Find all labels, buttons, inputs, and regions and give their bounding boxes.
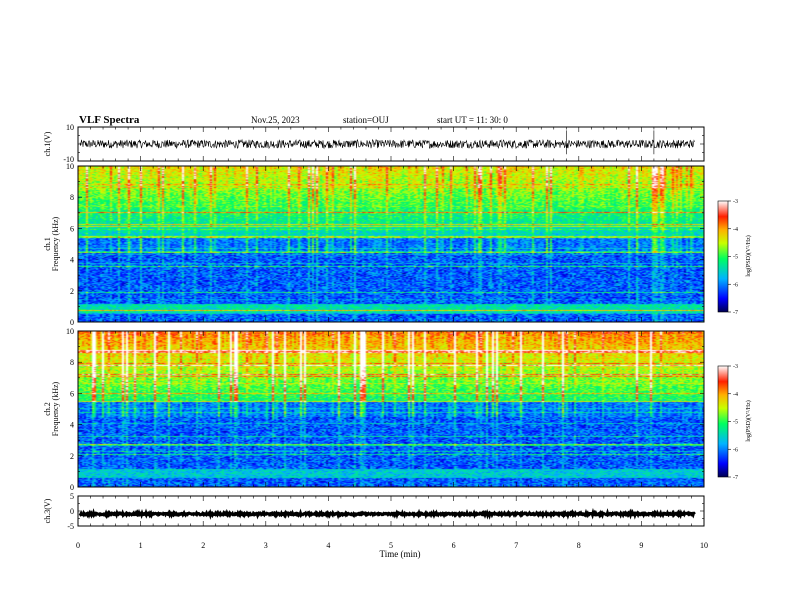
station-label: station=OUJ (343, 115, 389, 125)
ch2-spectrogram-ylabel-line1: ch.2 (43, 402, 52, 416)
ch3-waveform-panel: 5 0 -5 ch.3(V) (43, 492, 705, 531)
figure-title: VLF Spectra (79, 114, 140, 126)
ch2-colorbar-ticks: -3 -4 -5 -6 -7 (728, 364, 738, 481)
colorbar-tick-label: -3 (733, 199, 738, 205)
y-tick-label: 6 (70, 389, 74, 398)
x-tick-label: 2 (201, 541, 205, 550)
ch3-waveform-line (78, 507, 696, 520)
y-tick-label: 2 (70, 452, 74, 461)
y-tick-label: 0 (70, 318, 74, 327)
ch1-colorbar-label: log(PSD)(V²/Hz) (745, 235, 752, 276)
colorbar-tick-label: -4 (733, 392, 738, 398)
ch3-ytick-top: 5 (70, 492, 74, 501)
x-tick-label: 4 (326, 541, 330, 550)
x-axis-label: Time (min) (380, 549, 421, 559)
ch1-colorbar-ticks: -3 -4 -5 -6 -7 (728, 199, 738, 316)
y-tick-label: 10 (66, 327, 74, 336)
colorbar-tick-label: -3 (733, 364, 738, 370)
ch1-ytick-bottom: -10 (63, 155, 74, 164)
ch1-ytick-top: 10 (66, 123, 74, 132)
colorbar-tick-label: -7 (733, 475, 738, 481)
colorbar-tick-label: -5 (733, 255, 738, 261)
ch1-spectrogram-image (78, 166, 704, 322)
ch2-spectrogram-ylabel-line2: Frequency (kHz) (51, 381, 60, 436)
colorbar-tick-label: -4 (733, 227, 738, 233)
colorbar-tick-label: -7 (733, 310, 738, 316)
x-tick-labels: 0 1 2 3 4 5 6 7 8 9 10 (76, 541, 708, 550)
ch1-waveform-ticks (77, 126, 705, 162)
x-tick-label: 5 (389, 541, 393, 550)
ch3-ylabel: ch.3(V) (43, 498, 52, 523)
x-tick-label: 10 (700, 541, 708, 550)
ch3-ytick-mid: 0 (70, 507, 74, 516)
ch1-waveform-panel: 10 -10 ch.1(V) (43, 123, 705, 164)
ch2-spectrogram-image (78, 331, 704, 487)
colorbar-tick-label: -6 (733, 282, 738, 288)
ch1-spectrogram-ticks (77, 165, 705, 323)
x-tick-label: 3 (264, 541, 268, 550)
ch1-spectrogram-ylabel-line1: ch.1 (43, 237, 52, 251)
y-tick-label: 0 (70, 483, 74, 492)
ch1-spectrogram-yticks: 0 2 4 6 8 10 (66, 162, 74, 327)
ch1-waveform-line (79, 130, 695, 155)
colorbar-tick-label: -6 (733, 447, 738, 453)
x-tick-label: 7 (514, 541, 518, 550)
y-tick-label: 6 (70, 224, 74, 233)
ch3-waveform-ticks (77, 495, 705, 527)
start-ut-label: start UT = 11: 30: 0 (437, 115, 508, 125)
ch2-colorbar-label: log(PSD)(V²/Hz) (745, 400, 752, 441)
x-tick-label: 8 (577, 541, 581, 550)
date-label: Nov.25, 2023 (251, 115, 300, 125)
colorbar-tick-label: -5 (733, 420, 738, 426)
y-tick-label: 8 (70, 193, 74, 202)
y-tick-label: 8 (70, 358, 74, 367)
y-tick-label: 4 (70, 421, 74, 430)
ch1-ylabel: ch.1(V) (43, 131, 52, 156)
x-tick-label: 1 (139, 541, 143, 550)
ch1-colorbar (717, 200, 729, 313)
ch2-colorbar (717, 365, 729, 478)
y-tick-label: 4 (70, 256, 74, 265)
ch1-spectrogram-ylabel-line2: Frequency (kHz) (51, 216, 60, 271)
x-tick-label: 9 (639, 541, 643, 550)
y-tick-label: 2 (70, 287, 74, 296)
ch3-ytick-bottom: -5 (67, 522, 74, 531)
y-tick-label: 10 (66, 162, 74, 171)
ch2-spectrogram-yticks: 0 2 4 6 8 10 (66, 327, 74, 492)
x-tick-label: 6 (452, 541, 456, 550)
x-tick-label: 0 (76, 541, 80, 550)
ch2-spectrogram-ticks (77, 330, 705, 488)
